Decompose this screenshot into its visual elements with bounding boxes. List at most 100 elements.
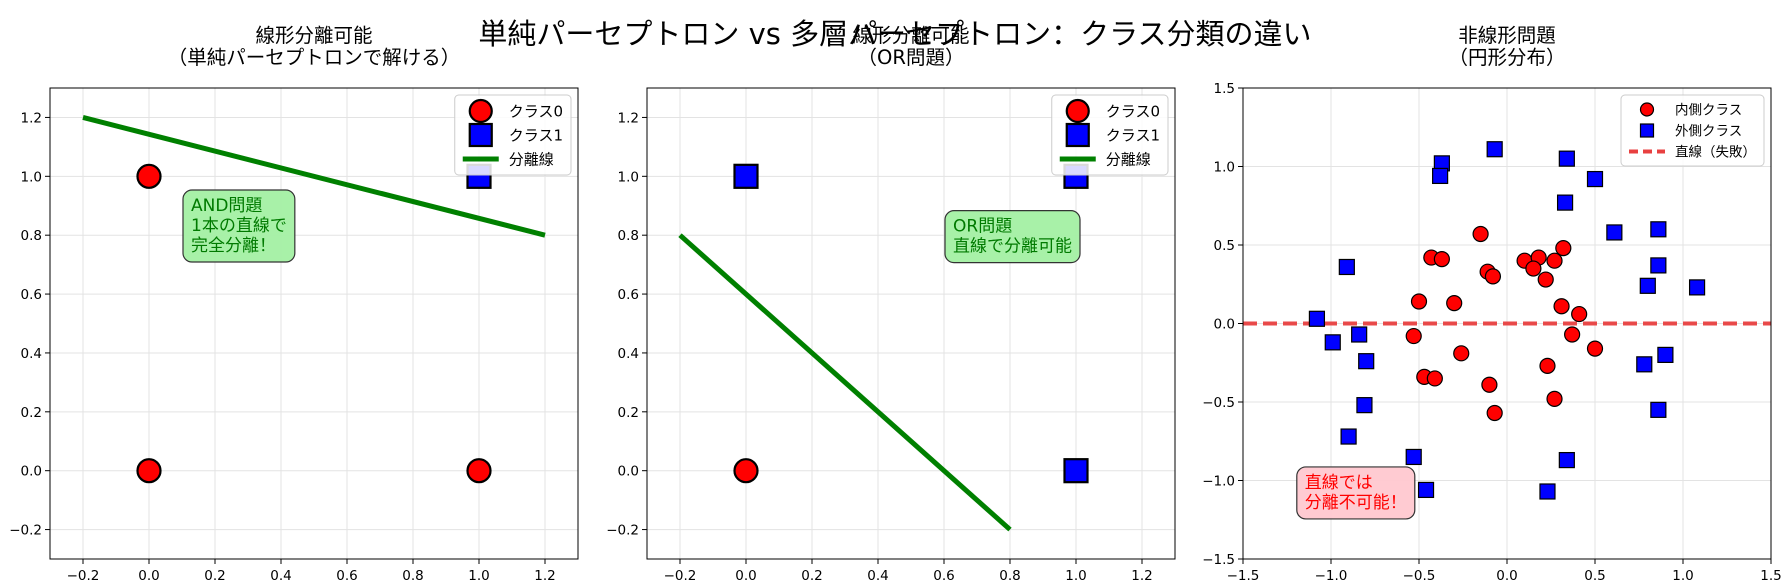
point-2-23 bbox=[1558, 451, 1575, 469]
point-2-4 bbox=[1432, 167, 1449, 185]
y-tick-label-3: 0.4 bbox=[21, 346, 42, 362]
chart-panel-3: −1.5 −1.0 −0.5 0.0 0.5 1.0 1.5 −1.5 −1.0 −0.5 0.0 0… bbox=[1202, 24, 1782, 584]
x-tick-label-7: 1.2 bbox=[534, 568, 555, 584]
legend-label-2: 外側クラス bbox=[1675, 123, 1742, 139]
point-1-6 bbox=[1484, 268, 1502, 285]
point-1-4 bbox=[1555, 240, 1572, 257]
annotation-box bbox=[944, 210, 1081, 264]
legend-marker-1 bbox=[1065, 98, 1090, 124]
point-2-10 bbox=[1650, 257, 1667, 274]
point-1-25 bbox=[1486, 404, 1503, 422]
y-tick-label-0: −0.2 bbox=[606, 523, 639, 539]
legend-marker-1 bbox=[468, 98, 493, 124]
point-2-16 bbox=[1358, 353, 1375, 370]
x-tick-label-4: 0.6 bbox=[933, 568, 954, 584]
axes-frame bbox=[646, 87, 1176, 560]
chart-title: 線形分離可能（OR問題） bbox=[852, 24, 969, 69]
chart-title: 非線形問題（円形分布） bbox=[1448, 24, 1565, 69]
point-2-1 bbox=[733, 163, 759, 189]
x-tick-label-3: 0.0 bbox=[1496, 568, 1517, 584]
point-1-16 bbox=[1405, 327, 1422, 345]
x-tick-label-0: −0.2 bbox=[67, 568, 100, 584]
legend-box bbox=[1620, 94, 1765, 167]
legend-label-3: 分離線 bbox=[1106, 150, 1151, 168]
point-2-25 bbox=[1539, 483, 1556, 500]
plot-area bbox=[1243, 141, 1771, 500]
point-2-9 bbox=[1338, 258, 1355, 276]
x-tick-label-5: 1.0 bbox=[1672, 568, 1693, 584]
point-1-18 bbox=[1453, 345, 1470, 362]
point-2-1 bbox=[1486, 141, 1503, 158]
annotation-text: AND問題 1本の直線で完全分離！ bbox=[191, 196, 287, 256]
point-2-20 bbox=[1650, 401, 1667, 418]
x-tick-label-3: 0.4 bbox=[867, 568, 888, 584]
point-1-3 bbox=[1433, 251, 1450, 268]
x-tick-label-6: 1.5 bbox=[1760, 568, 1781, 584]
y-tick-label-3: 0.4 bbox=[618, 346, 639, 362]
point-2-6 bbox=[1556, 194, 1574, 211]
x-tick-label-6: 1.0 bbox=[1065, 568, 1086, 584]
x-tick-label-3: 0.4 bbox=[270, 568, 291, 584]
y-tick-label-6: 1.5 bbox=[1214, 81, 1235, 97]
legend-label-2: クラス1 bbox=[509, 126, 563, 144]
x-tick-label-7: 1.2 bbox=[1131, 568, 1152, 584]
point-2-8 bbox=[1650, 221, 1667, 238]
x-tick-label-0: −1.5 bbox=[1227, 568, 1260, 584]
legend-label-3: 分離線 bbox=[509, 150, 554, 168]
legend-label-3: 直線（失敗） bbox=[1675, 144, 1756, 160]
x-tick-label-2: 0.2 bbox=[204, 568, 225, 584]
point-2-11 bbox=[1639, 277, 1656, 294]
x-tick-label-4: 0.6 bbox=[336, 568, 357, 584]
x-tick-label-1: 0.0 bbox=[138, 568, 159, 584]
legend-marker-2 bbox=[468, 122, 493, 148]
legend-marker-2 bbox=[1639, 123, 1655, 138]
legend: クラス0 クラス1 分離線 bbox=[454, 94, 572, 176]
y-tick-label-3: 0.0 bbox=[1214, 317, 1235, 333]
y-tick-label-2: −0.5 bbox=[1202, 395, 1235, 411]
x-tick-label-1: 0.0 bbox=[735, 568, 756, 584]
point-1-24 bbox=[1546, 390, 1563, 407]
point-1-1 bbox=[1472, 225, 1489, 243]
y-tick-label-4: 0.5 bbox=[1214, 238, 1235, 254]
point-2-17 bbox=[1657, 346, 1674, 363]
point-2-19 bbox=[1356, 397, 1373, 414]
annotation-box bbox=[182, 189, 296, 263]
y-tick-label-0: −1.5 bbox=[1202, 552, 1235, 568]
y-tick-label-5: 0.8 bbox=[618, 228, 639, 244]
point-1-13 bbox=[1446, 294, 1463, 312]
chart-title: 線形分離可能（単純パーセプトロンで解ける） bbox=[168, 24, 461, 69]
point-2-3 bbox=[1558, 150, 1575, 167]
y-tick-label-0: −0.2 bbox=[9, 523, 42, 539]
y-tick-label-1: −1.0 bbox=[1202, 474, 1235, 490]
chart-panel-2: −0.2 0.0 0.2 0.4 0.6 0.8 1.0 1.2 −0.2 0.0 0.2 0.4 0.… bbox=[606, 24, 1176, 584]
legend-label-2: クラス1 bbox=[1106, 126, 1160, 144]
y-tick-label-5: 0.8 bbox=[21, 228, 42, 244]
x-tick-label-1: −1.0 bbox=[1315, 568, 1348, 584]
annotation-text: 直線では分離不可能！ bbox=[1305, 473, 1407, 513]
y-tick-label-4: 0.6 bbox=[618, 287, 639, 303]
x-tick-label-2: 0.2 bbox=[801, 568, 822, 584]
point-1-2 bbox=[136, 163, 162, 189]
separator-line-1 bbox=[82, 115, 546, 238]
legend-marker-1 bbox=[1639, 102, 1655, 117]
point-2-2 bbox=[1063, 458, 1089, 484]
y-tick-label-6: 1.0 bbox=[618, 169, 639, 185]
annotation-text: OR問題直線で分離可能 bbox=[953, 217, 1072, 257]
legend: クラス0 クラス1 分離線 bbox=[1051, 94, 1169, 176]
point-2-14 bbox=[1324, 334, 1341, 351]
point-2-24 bbox=[1417, 481, 1435, 499]
legend-label-1: クラス0 bbox=[509, 102, 563, 120]
y-tick-label-1: 0.0 bbox=[618, 464, 639, 480]
point-2-22 bbox=[1405, 448, 1422, 466]
axes-frame bbox=[49, 87, 579, 560]
point-1-3 bbox=[466, 458, 492, 484]
point-1-17 bbox=[1564, 326, 1581, 343]
y-tick-label-4: 0.6 bbox=[21, 287, 42, 303]
point-1-1 bbox=[733, 458, 759, 484]
legend-label-1: クラス0 bbox=[1106, 102, 1160, 120]
y-tick-label-1: 0.0 bbox=[21, 464, 42, 480]
point-2-15 bbox=[1351, 326, 1368, 343]
annotation-box bbox=[1296, 466, 1416, 520]
point-2-5 bbox=[1586, 170, 1604, 188]
